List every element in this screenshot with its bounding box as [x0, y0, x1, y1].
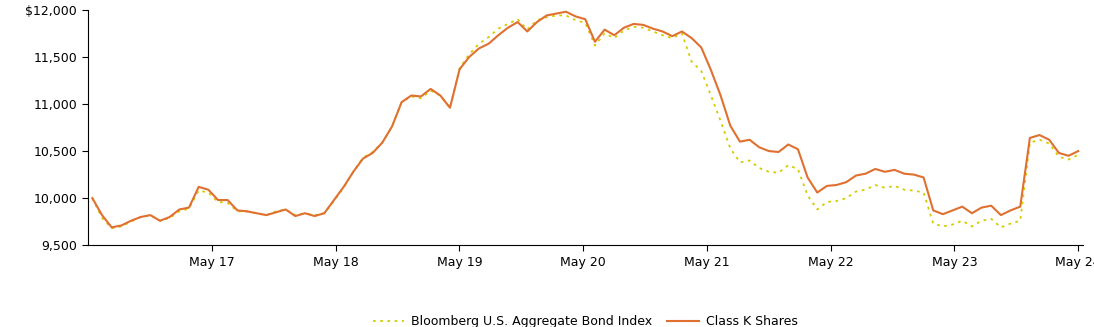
Class K Shares — [675, 29, 688, 33]
Class K Shares — [1023, 136, 1036, 140]
Class K Shares — [975, 206, 988, 210]
Bloomberg U.S. Aggregate Bond Index — [105, 226, 118, 230]
Bloomberg U.S. Aggregate Bond Index — [366, 150, 380, 154]
Class K Shares — [1072, 149, 1085, 153]
Bloomberg U.S. Aggregate Bond Index — [975, 219, 988, 223]
Class K Shares — [105, 225, 118, 229]
Bloomberg U.S. Aggregate Bond Index — [1072, 153, 1085, 157]
Class K Shares — [994, 213, 1008, 217]
Line: Bloomberg U.S. Aggregate Bond Index: Bloomberg U.S. Aggregate Bond Index — [92, 15, 1079, 228]
Bloomberg U.S. Aggregate Bond Index — [85, 196, 98, 200]
Class K Shares — [85, 196, 98, 200]
Class K Shares — [1004, 208, 1017, 212]
Class K Shares — [366, 151, 380, 155]
Bloomberg U.S. Aggregate Bond Index — [675, 31, 688, 35]
Class K Shares — [559, 10, 572, 14]
Bloomberg U.S. Aggregate Bond Index — [1004, 222, 1017, 226]
Line: Class K Shares: Class K Shares — [92, 12, 1079, 227]
Bloomberg U.S. Aggregate Bond Index — [994, 225, 1008, 229]
Legend: Bloomberg U.S. Aggregate Bond Index, Class K Shares: Bloomberg U.S. Aggregate Bond Index, Cla… — [368, 310, 803, 327]
Bloomberg U.S. Aggregate Bond Index — [1023, 141, 1036, 145]
Bloomberg U.S. Aggregate Bond Index — [549, 13, 562, 17]
